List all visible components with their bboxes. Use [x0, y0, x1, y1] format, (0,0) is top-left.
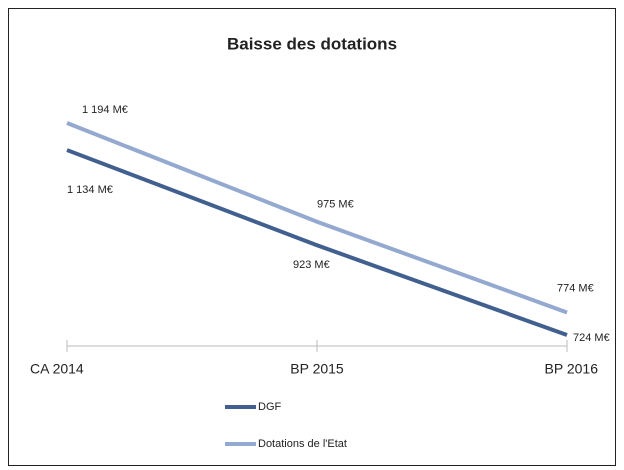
data-label: 1 194 M€ [82, 104, 128, 116]
legend-label: DGF [258, 401, 282, 413]
legend-label: Dotations de l'Etat [258, 438, 347, 450]
data-label: 923 M€ [293, 259, 330, 271]
x-tick-label: BP 2016 [545, 361, 599, 377]
chart-title: Baisse des dotations [227, 34, 397, 53]
series-line [66, 148, 568, 337]
data-label: 774 M€ [557, 282, 594, 294]
x-tick-label: CA 2014 [30, 361, 84, 377]
data-label: 724 M€ [573, 332, 610, 344]
data-label: 975 M€ [317, 199, 354, 211]
series-line [66, 121, 568, 315]
chart-frame [8, 8, 616, 466]
x-tick-label: BP 2015 [290, 361, 344, 377]
data-label: 1 134 M€ [67, 184, 113, 196]
